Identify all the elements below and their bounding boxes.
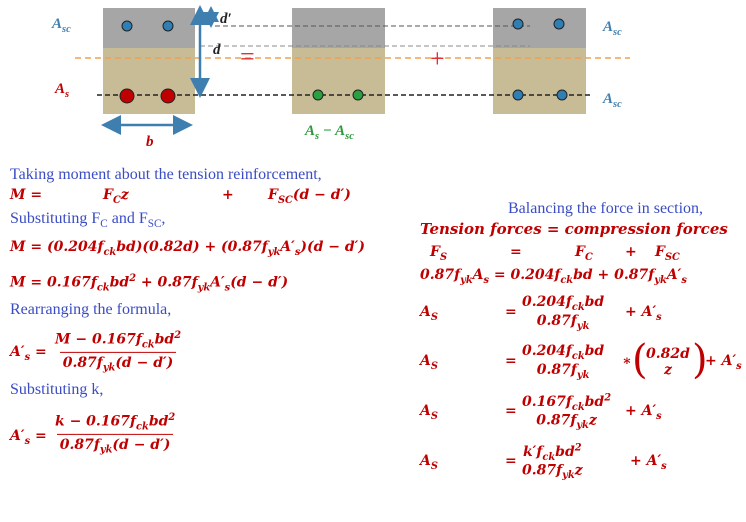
label: As (55, 81, 70, 100)
compression-zone (292, 8, 385, 48)
equation: M = (10, 187, 43, 203)
numerator: k′fckbd2 (522, 442, 582, 463)
fraction: 0.204fckbd 0.87fyk (522, 343, 604, 381)
denominator: z (663, 362, 672, 378)
text: Substituting k, (10, 381, 104, 398)
numerator: k − 0.167fckbd2 (55, 411, 176, 433)
plus-sign: + (430, 44, 445, 73)
tension-zone (103, 48, 195, 114)
equation: + A′s (625, 403, 662, 422)
numerator: 0.167fckbd2 (522, 392, 612, 413)
denominator: 0.87fyk (536, 313, 590, 332)
equation: 0.87fykAs = 0.204fckbd + 0.87fykA′s (420, 267, 687, 286)
fraction: 0.167fckbd2 0.87fykz (522, 392, 611, 431)
equation: AS (420, 353, 438, 372)
tension-zone (493, 48, 586, 114)
equation: + A′s (630, 453, 667, 472)
equation: AS (420, 453, 438, 472)
text: Balancing the force in section, (508, 200, 704, 217)
fraction: k′fckbd2 0.87fykz (522, 442, 583, 481)
paren: ) (692, 337, 708, 383)
text: Substituting FC and FSC, (10, 210, 166, 231)
equation: FC (575, 244, 593, 263)
equation: A′s = (10, 428, 47, 447)
equation: FCz (103, 187, 129, 206)
numerator: 0.204fckbd (522, 294, 605, 313)
equation: Tension forces = compression forces (420, 220, 728, 238)
tension-zone (292, 48, 385, 114)
label: d′ (220, 11, 232, 27)
fraction: 0.204fckbd 0.87fyk (522, 294, 604, 332)
rebars (119, 18, 568, 104)
label: Asc (603, 19, 622, 38)
equation: A′s = (10, 344, 47, 363)
equation: + (625, 244, 637, 260)
numerator: 0.82d (646, 346, 690, 362)
label: Asc (52, 16, 71, 35)
equation: = (505, 304, 517, 320)
denominator: 0.87fyk (536, 362, 590, 381)
compression-zone (493, 8, 586, 48)
equation: + (222, 187, 234, 203)
equation: = (505, 353, 517, 369)
label: b (146, 134, 154, 150)
equation: FSC(d − d′) (268, 187, 351, 206)
label: As − Asc (305, 123, 354, 142)
section-diagram (75, 4, 630, 135)
numerator: M − 0.167fckbd2 (55, 329, 182, 351)
equation: FSC (655, 244, 680, 263)
label: d (213, 42, 221, 58)
denominator: 0.87fykz (536, 412, 597, 432)
fraction: k − 0.167fckbd2 0.87fyk(d − d′) (52, 410, 178, 458)
text: Taking moment about the tension reinforc… (10, 166, 322, 183)
equation: M = 0.167fckbd2 + 0.87fykA′s(d − d′) (10, 273, 289, 294)
equation: = (510, 244, 522, 260)
equation: AS (420, 403, 438, 422)
equation: = (505, 403, 517, 419)
text: Rearranging the formula, (10, 301, 172, 318)
label: Asc (603, 91, 622, 110)
equation: + A′s (705, 353, 742, 372)
denominator: 0.87fyk(d − d′) (56, 434, 174, 458)
numerator: 0.204fckbd (522, 343, 605, 362)
equals-sign: = (240, 42, 255, 71)
equation: AS (420, 304, 438, 323)
compression-zone (103, 8, 195, 48)
equation: + A′s (625, 304, 662, 323)
equation: M = (0.204fckbd)(0.82d) + (0.87fykA′s)(d… (10, 239, 365, 258)
paren: ( (632, 337, 648, 383)
fraction: 0.82d z (646, 346, 690, 378)
denominator: 0.87fyk(d − d′) (59, 352, 177, 376)
denominator: 0.87fykz (522, 462, 583, 482)
equation: ∗ (622, 353, 632, 369)
equation: FS (430, 244, 448, 263)
equation: = (505, 453, 517, 469)
fraction: M − 0.167fckbd2 0.87fyk(d − d′) (52, 328, 184, 376)
